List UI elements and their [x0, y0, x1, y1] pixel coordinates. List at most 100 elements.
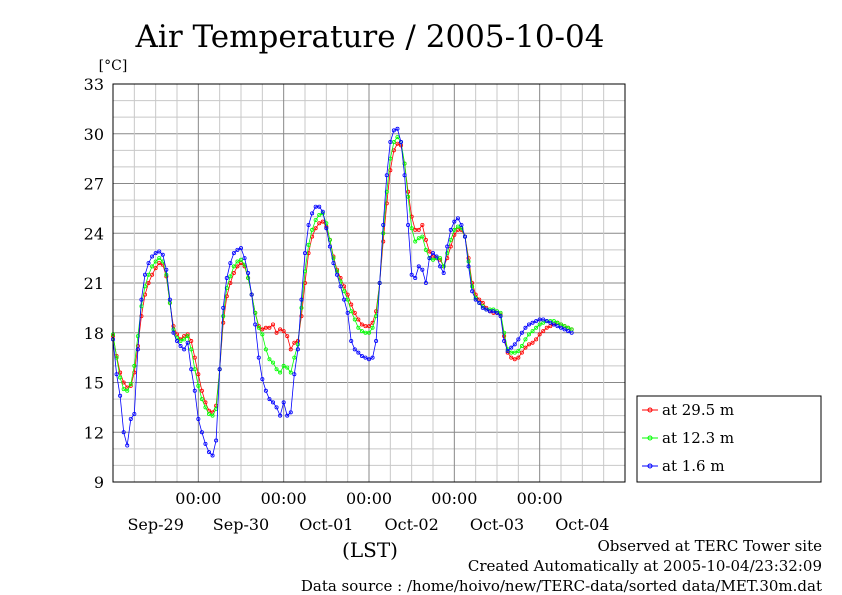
data-point — [398, 140, 403, 145]
data-point — [381, 239, 386, 244]
data-point — [395, 135, 400, 140]
data-point — [324, 226, 329, 231]
data-point — [430, 257, 435, 262]
data-point — [530, 320, 535, 325]
data-point — [366, 324, 371, 329]
data-point — [420, 222, 425, 227]
data-point — [423, 237, 428, 242]
data-point — [317, 213, 322, 218]
data-point — [370, 355, 375, 360]
data-point — [228, 274, 233, 279]
data-point — [135, 347, 140, 352]
data-point — [352, 347, 357, 352]
data-point — [263, 388, 268, 393]
data-point — [445, 251, 450, 256]
data-point — [455, 216, 460, 221]
data-point — [118, 370, 123, 375]
data-point — [423, 247, 428, 252]
data-point — [267, 397, 272, 402]
data-point — [270, 360, 275, 365]
data-point — [192, 355, 197, 360]
x-time-label: 00:00 — [175, 489, 221, 508]
data-point — [206, 412, 211, 417]
data-point — [409, 272, 414, 277]
data-point — [438, 256, 443, 261]
data-point — [288, 347, 293, 352]
data-point — [381, 222, 386, 227]
data-point — [118, 393, 123, 398]
data-point — [448, 227, 453, 232]
data-point — [278, 413, 283, 418]
data-point — [274, 405, 279, 410]
x-date-label: Oct-04 — [555, 515, 609, 534]
data-point — [356, 350, 361, 355]
footer-created: Created Automatically at 2005-10-04/23:3… — [468, 557, 822, 575]
data-point — [242, 256, 247, 261]
footer-source: Data source : /home/hoivo/new/TERC-data/… — [301, 577, 822, 595]
data-point — [569, 330, 574, 335]
data-point — [352, 310, 357, 315]
data-point — [128, 382, 133, 387]
data-point — [530, 340, 535, 345]
data-point — [231, 264, 236, 269]
data-point — [509, 345, 514, 350]
data-point — [121, 387, 126, 392]
data-point — [217, 367, 222, 372]
data-point — [534, 337, 539, 342]
data-point — [320, 219, 325, 224]
y-tick-label: 21 — [84, 274, 104, 293]
data-point — [288, 410, 293, 415]
data-point — [523, 325, 528, 330]
data-point — [285, 334, 290, 339]
data-point — [416, 227, 421, 232]
data-point — [146, 280, 151, 285]
data-point — [199, 430, 204, 435]
data-point — [270, 400, 275, 405]
data-point — [530, 329, 535, 334]
data-point — [534, 325, 539, 330]
y-tick-label: 12 — [84, 423, 104, 442]
data-point — [519, 330, 524, 335]
data-point — [274, 367, 279, 372]
data-point — [331, 256, 336, 261]
x-date-label: Oct-01 — [299, 515, 353, 534]
x-time-label: 00:00 — [261, 489, 307, 508]
data-point — [281, 363, 286, 368]
data-point — [185, 334, 190, 339]
x-time-label: 00:00 — [346, 489, 392, 508]
legend-label-1: at 29.5 m — [662, 401, 734, 419]
data-point — [139, 297, 144, 302]
data-point — [157, 249, 162, 254]
data-point — [334, 272, 339, 277]
data-point — [470, 289, 475, 294]
data-point — [537, 332, 542, 337]
data-point — [477, 300, 482, 305]
data-point — [238, 257, 243, 262]
data-point — [459, 222, 464, 227]
y-axis-unit: [°C] — [99, 58, 128, 74]
data-point — [345, 292, 350, 297]
data-point — [157, 256, 162, 261]
data-point — [388, 140, 393, 145]
data-point — [420, 267, 425, 272]
data-point — [231, 271, 236, 276]
data-point — [221, 314, 226, 319]
plot-frame — [112, 83, 626, 483]
data-point — [299, 305, 304, 310]
data-point — [434, 254, 439, 259]
legend-box — [636, 395, 822, 483]
data-point — [356, 325, 361, 330]
data-point — [214, 438, 219, 443]
data-point — [317, 204, 322, 209]
data-point — [260, 327, 265, 332]
data-point — [338, 284, 343, 289]
data-point — [320, 209, 325, 214]
data-point — [359, 322, 364, 327]
data-point — [171, 330, 176, 335]
data-point — [384, 189, 389, 194]
data-point — [470, 284, 475, 289]
data-point — [260, 377, 265, 382]
data-point — [448, 237, 453, 242]
data-point — [366, 357, 371, 362]
data-point — [527, 322, 532, 327]
